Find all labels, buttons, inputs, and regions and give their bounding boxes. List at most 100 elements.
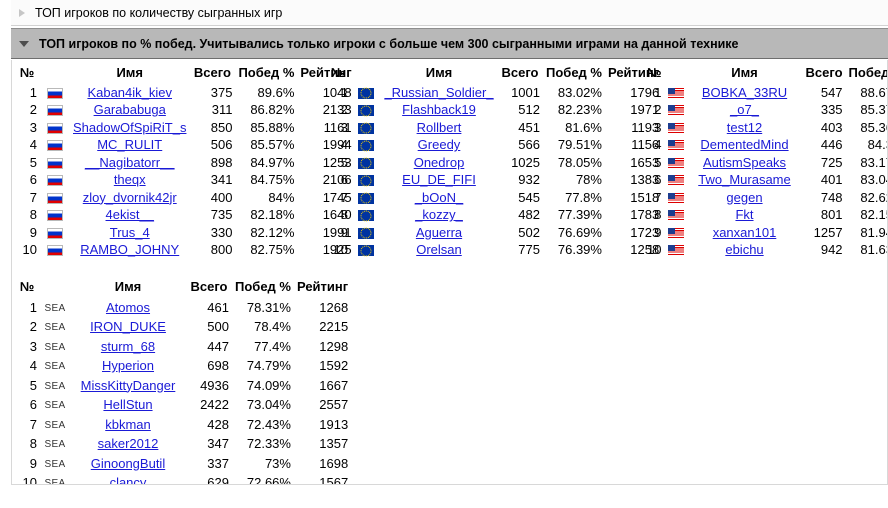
cell-player-name: IRON_DUKE (70, 317, 186, 337)
player-link[interactable]: clancy (109, 475, 147, 485)
table-row: 8 4ekist__ 735 82.18% 1640 (14, 206, 355, 224)
flag-europe-icon (358, 175, 374, 187)
player-link[interactable]: Aguerra (415, 224, 463, 240)
player-link[interactable]: _bOoN_ (414, 189, 464, 205)
player-link[interactable]: Atomos (105, 299, 151, 315)
table-row: 2 Garababuga 311 86.82% 2133 (14, 101, 355, 119)
player-link[interactable]: EU_DE_FIFI (402, 172, 476, 187)
player-link[interactable]: theqx (113, 172, 146, 187)
cell-rank: 5 (29, 154, 37, 170)
section-header-games-played[interactable]: ТОП игроков по количеству сыгранных игр (11, 0, 888, 26)
player-link[interactable]: Flashback19 (402, 102, 476, 117)
player-link[interactable]: Fkt (735, 207, 754, 222)
player-link[interactable]: Onedrop (413, 154, 465, 170)
player-link[interactable]: Rollbert (416, 119, 462, 135)
player-link[interactable]: saker2012 (97, 436, 159, 451)
cell-winrate: 82.23% (557, 102, 602, 117)
flag-russia-icon (47, 227, 63, 239)
column-header-rank: № (330, 65, 346, 80)
cell-winrate: 84.75% (250, 172, 295, 187)
player-link[interactable]: _o7_ (730, 102, 759, 117)
cell-region: SEA (40, 298, 70, 318)
region-label: SEA (44, 380, 66, 392)
player-link[interactable]: Hyperion (101, 358, 155, 373)
player-link[interactable]: Kaban4ik_kiev (87, 84, 172, 100)
player-link[interactable]: ShadowOfSpiRiT_s (73, 119, 187, 135)
player-link[interactable]: zloy_dvornik42jr (82, 189, 177, 205)
player-link[interactable]: __Nagibatorr__ (84, 154, 175, 170)
region-label: SEA (44, 322, 66, 333)
us-canton-icon (667, 140, 675, 147)
table-row: 4 DementedMind 446 84.3% (644, 136, 887, 154)
cell-rating: 1161 (323, 119, 352, 135)
cell-region: SEA (40, 434, 70, 454)
column-header-rank: № (647, 65, 662, 80)
cell-total: 748 (820, 189, 843, 205)
player-link[interactable]: Greedy (417, 137, 461, 152)
player-link[interactable]: kbkman (105, 416, 151, 432)
cell-rating: 1796 (630, 84, 660, 100)
player-link[interactable]: RAMBO_JOHNY (80, 242, 180, 257)
cell-player-name: Flashback19 (381, 101, 497, 119)
cell-player-name: Kaban4ik_kiev (70, 84, 189, 102)
player-link[interactable]: 4ekist__ (105, 207, 154, 222)
player-link[interactable]: _Russian_Soldier_ (384, 84, 494, 100)
table-header-row: № Имя Всего Побед % Рейтинг (14, 64, 355, 84)
cell-region: SEA (40, 317, 70, 337)
cell-region (351, 101, 381, 119)
cell-region: SEA (40, 454, 70, 474)
cell-winrate: 74.79% (246, 358, 291, 373)
cell-rank: 9 (340, 224, 348, 240)
chevron-right-icon[interactable] (19, 8, 25, 17)
cell-winrate: 76.69% (557, 224, 602, 240)
player-link[interactable]: Orelsan (416, 242, 462, 257)
player-link[interactable]: _kozzy_ (415, 207, 463, 222)
player-link[interactable]: ebichu (725, 242, 764, 257)
player-link[interactable]: MissKittyDanger (80, 377, 176, 393)
player-link[interactable]: BOBKA_33RU (701, 84, 788, 100)
cell-rating: 1383 (630, 172, 660, 187)
player-link[interactable]: AutismSpeaks (702, 154, 787, 170)
cell-total: 311 (211, 102, 233, 117)
cell-region (40, 171, 70, 189)
player-link[interactable]: Two_Murasame (698, 172, 791, 187)
cell-rating: 1925 (322, 242, 352, 257)
cell-rank: 6 (29, 172, 37, 187)
section-header-winrate[interactable]: ТОП игроков по % побед. Учитывались толь… (11, 28, 888, 59)
table-row: 3 SEA sturm_68 447 77.4% 1298 (14, 337, 351, 357)
player-link[interactable]: DementedMind (700, 137, 789, 152)
eu-stars-icon (360, 192, 372, 204)
cell-region (665, 136, 687, 154)
table-row: 7 SEA kbkman 428 72.43% 1913 (14, 415, 351, 435)
cell-total: 545 (518, 189, 540, 205)
region-label: SEA (44, 439, 66, 450)
table-row: 2 SEA IRON_DUKE 500 78.4% 2215 (14, 317, 351, 337)
eu-stars-icon (360, 122, 372, 134)
column-header-rank: № (19, 279, 35, 294)
player-link[interactable]: MC_RULIT (97, 137, 163, 152)
cell-region (665, 206, 687, 224)
cell-rating: 1698 (319, 455, 349, 471)
chevron-down-icon[interactable] (19, 40, 29, 47)
player-link[interactable]: GinoongButil (90, 455, 166, 471)
cell-rank: 10 (647, 242, 662, 257)
player-link[interactable]: gegen (726, 189, 763, 205)
cell-region (665, 171, 687, 189)
cell-player-name: ebichu (687, 241, 803, 259)
table-row: 10 ebichu 942 81.63% (644, 241, 887, 259)
cell-rank: 3 (29, 119, 37, 135)
cell-total: 698 (207, 358, 229, 373)
cell-rating: 1253 (322, 154, 352, 170)
player-link[interactable]: Trus_4 (109, 224, 150, 240)
cell-total: 400 (210, 189, 233, 205)
player-link[interactable]: HellStun (103, 397, 153, 412)
cell-region (40, 136, 70, 154)
player-link[interactable]: test12 (726, 119, 763, 135)
region-label: SEA (44, 302, 66, 314)
player-link[interactable]: Garababuga (93, 102, 166, 117)
player-link[interactable]: IRON_DUKE (90, 319, 166, 334)
player-link[interactable]: xanxan101 (712, 224, 777, 240)
player-link[interactable]: sturm_68 (100, 338, 156, 354)
cell-rank: 3 (654, 119, 662, 135)
column-header-total: Всего (190, 279, 228, 294)
